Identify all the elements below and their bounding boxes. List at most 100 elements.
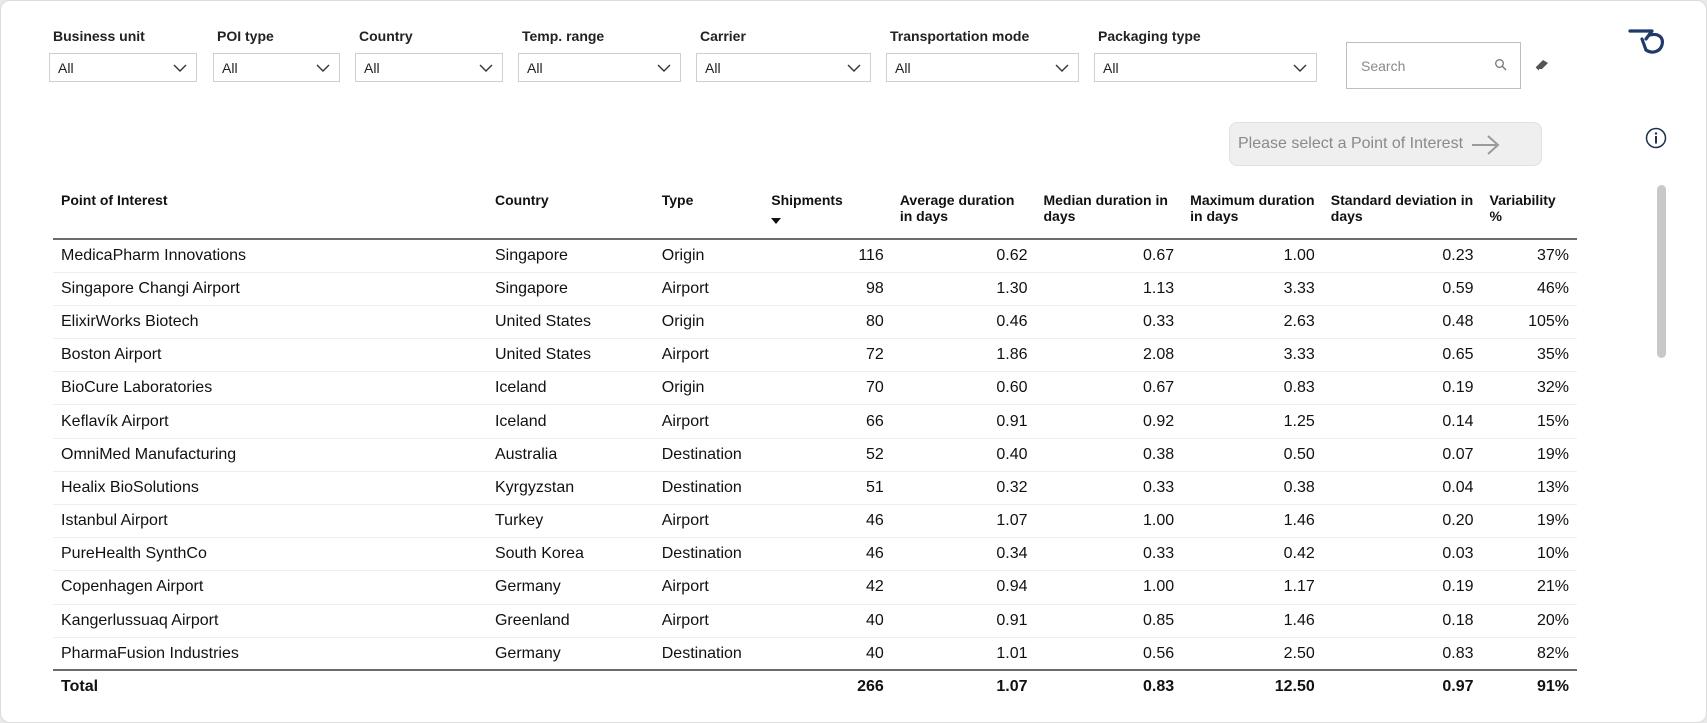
info-icon[interactable]: [1645, 127, 1667, 149]
type-cell: Destination: [661, 644, 742, 662]
maximum-duration-cell: 0.50: [1182, 438, 1323, 472]
table-row[interactable]: Copenhagen Airport Germany Airport 42 0.94 1.…: [53, 570, 1577, 605]
table-row[interactable]: Keflavík Airport Iceland Airport 66 0.91 0.92…: [53, 404, 1577, 439]
shipments-cell: 40: [866, 644, 884, 662]
select-poi-button[interactable]: Please select a Point of Interest: [1229, 122, 1542, 166]
table-row[interactable]: ElixirWorks Biotech United States Origin 80…: [53, 305, 1577, 340]
poi-cell: MedicaPharm Innovations: [53, 239, 487, 273]
table-row[interactable]: MedicaPharm Innovations Singapore Origin 11…: [53, 239, 1577, 273]
poi-cell: Boston Airport: [53, 338, 487, 373]
dropdown-value: All: [364, 60, 380, 76]
median-duration-cell: 2.08: [1035, 338, 1183, 373]
maximum-duration-cell: 1.46: [1182, 604, 1323, 638]
shipments-cell: 80: [763, 305, 892, 340]
variability-cell: 32%: [1481, 371, 1577, 406]
column-header-maximum-duration[interactable]: Maximum duration in days: [1190, 192, 1315, 224]
eraser-icon[interactable]: [1533, 57, 1551, 71]
search-input[interactable]: [1361, 56, 1481, 76]
column-header-variability[interactable]: Variability %: [1489, 192, 1556, 224]
carrier-dropdown[interactable]: All: [696, 53, 871, 82]
median-duration-cell: 0.33: [1035, 471, 1183, 506]
column-header-country[interactable]: Country: [494, 192, 549, 208]
type-cell: Airport: [653, 604, 764, 638]
standard-deviation-cell: 0.23: [1322, 239, 1482, 273]
filter-label: Transportation mode: [890, 28, 1030, 44]
type-cell: Airport: [653, 404, 764, 439]
average-duration-cell: 0.60: [891, 371, 1036, 406]
standard-deviation-cell: 0.19: [1322, 371, 1482, 406]
column-header-average-duration[interactable]: Average duration in days: [899, 192, 1015, 224]
country-dropdown[interactable]: All: [355, 53, 503, 82]
country-cell: Singapore: [486, 272, 654, 306]
standard-deviation-cell: 0.14: [1322, 404, 1482, 439]
type-cell: Destination: [653, 438, 764, 472]
table-row[interactable]: OmniMed Manufacturing Australia Destinatio…: [53, 438, 1577, 472]
standard-deviation-cell: 0.48: [1322, 305, 1482, 340]
table-scrollbar[interactable]: [1657, 185, 1666, 358]
column-header-shipments[interactable]: Shipments: [763, 181, 892, 239]
standard-deviation-cell: 0.19: [1322, 570, 1482, 605]
standard-deviation-cell: 0.07: [1322, 438, 1482, 472]
business-unit-dropdown[interactable]: All: [49, 53, 197, 82]
filter-label: Country: [359, 28, 413, 44]
dropdown-value: All: [527, 60, 543, 76]
table-row[interactable]: PureHealth SynthCo South Korea Destination…: [53, 537, 1577, 572]
column-header-type[interactable]: Type: [661, 192, 694, 208]
type-cell: Airport: [653, 272, 764, 306]
variability-cell: 82%: [1536, 644, 1569, 662]
column-header-poi[interactable]: Point of Interest: [61, 192, 168, 208]
dropdown-value: All: [1103, 60, 1119, 76]
column-header-standard-deviation[interactable]: Standard deviation in days: [1330, 192, 1474, 224]
filter-business-unit: Business unit All: [49, 27, 197, 82]
table-row[interactable]: PharmaFusion Industries Germany Destinatio…: [53, 637, 1577, 670]
poi-type-dropdown[interactable]: All: [213, 53, 340, 82]
table-row[interactable]: Singapore Changi Airport Singapore Airport…: [53, 272, 1577, 306]
filter-temp-range: Temp. range All: [518, 27, 681, 82]
poi-cell: PharmaFusion Industries: [61, 644, 239, 662]
variability-cell: 21%: [1481, 570, 1577, 605]
search-icon[interactable]: [1494, 58, 1508, 72]
average-duration-cell: 0.91: [891, 404, 1036, 439]
median-duration-cell: 0.85: [1035, 604, 1183, 638]
shipments-cell: 46: [763, 537, 892, 572]
search-box: [1346, 42, 1521, 89]
median-duration-cell: 0.92: [1035, 404, 1183, 439]
table-row[interactable]: Kangerlussuaq Airport Greenland Airport 40 0…: [53, 604, 1577, 638]
temp-range-dropdown[interactable]: All: [518, 53, 681, 82]
filter-poi-type: POI type All: [213, 27, 340, 82]
dropdown-value: All: [58, 60, 74, 76]
filter-label: Business unit: [53, 28, 145, 44]
average-duration-cell: 0.94: [891, 570, 1036, 605]
country-cell: Germany: [486, 570, 654, 605]
filter-label: Carrier: [700, 28, 746, 44]
chevron-down-icon: [1293, 64, 1307, 72]
shipments-cell: 116: [763, 239, 892, 273]
shipments-cell: 66: [763, 404, 892, 439]
table-row[interactable]: BioCure Laboratories Iceland Origin 70 0.60 0…: [53, 371, 1577, 406]
table-row[interactable]: Boston Airport United States Airport 72 1.86…: [53, 338, 1577, 373]
median-duration-cell: 0.33: [1035, 305, 1183, 340]
poi-cell: Healix BioSolutions: [53, 471, 487, 506]
variability-cell: 35%: [1481, 338, 1577, 373]
maximum-duration-cell: 1.00: [1182, 239, 1323, 273]
shipments-cell: 51: [763, 471, 892, 506]
packaging-type-dropdown[interactable]: All: [1094, 53, 1317, 82]
dropdown-value: All: [895, 60, 911, 76]
country-cell: Germany: [494, 644, 561, 662]
maximum-duration-cell: 1.17: [1182, 570, 1323, 605]
standard-deviation-cell: 0.03: [1322, 537, 1482, 572]
filter-carrier: Carrier All: [696, 27, 871, 82]
transportation-mode-dropdown[interactable]: All: [886, 53, 1079, 82]
standard-deviation-cell: 0.04: [1322, 471, 1482, 506]
table-row[interactable]: Healix BioSolutions Kyrgyzstan Destination…: [53, 471, 1577, 506]
maximum-duration-cell: 1.25: [1182, 404, 1323, 439]
variability-cell: 20%: [1481, 604, 1577, 638]
table-row[interactable]: Istanbul Airport Turkey Airport 46 1.07 1.00 1…: [53, 504, 1577, 539]
poi-cell: Istanbul Airport: [53, 504, 487, 539]
shipments-cell: 42: [763, 570, 892, 605]
poi-cell: Keflavík Airport: [53, 404, 487, 439]
column-header-median-duration[interactable]: Median duration in days: [1043, 192, 1168, 224]
standard-deviation-cell: 0.65: [1322, 338, 1482, 373]
variability-cell: 13%: [1481, 471, 1577, 506]
